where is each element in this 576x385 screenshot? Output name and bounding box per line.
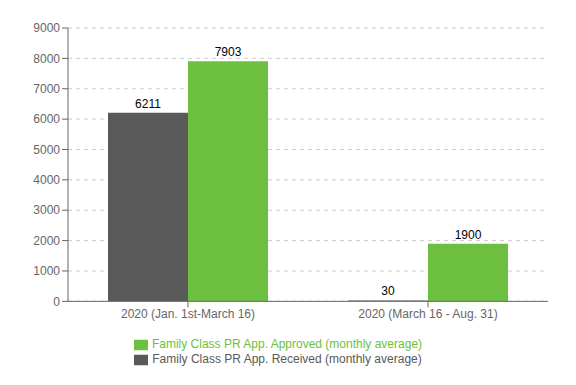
html-text:Family Class PR App. Received: Family Class PR App. Received (monthly a… [152,352,422,367]
svg-text:4000: 4000 [33,173,60,187]
svg-text:2020 (Jan. 1st-March 16): 2020 (Jan. 1st-March 16) [121,307,255,321]
svg-text:8000: 8000 [33,52,60,66]
svg-text:9000: 9000 [33,21,60,35]
svg-text:6211: 6211 [135,97,161,111]
svg-text:30: 30 [381,284,395,298]
svg-text:2000: 2000 [33,234,60,248]
svg-text:0: 0 [53,295,60,309]
svg-text:5000: 5000 [33,143,60,157]
svg-text:1900: 1900 [455,228,482,242]
svg-text:7903: 7903 [215,45,242,59]
svg-text:1000: 1000 [33,264,60,278]
svg-text:7000: 7000 [33,82,60,96]
svg-text:3000: 3000 [33,203,60,217]
svg-text:2020 (March 16 - Aug. 31): 2020 (March 16 - Aug. 31) [358,307,497,321]
svg-text:6000: 6000 [33,112,60,126]
html-text:Family Class PR App. Approved: Family Class PR App. Approved (monthly a… [151,337,423,352]
